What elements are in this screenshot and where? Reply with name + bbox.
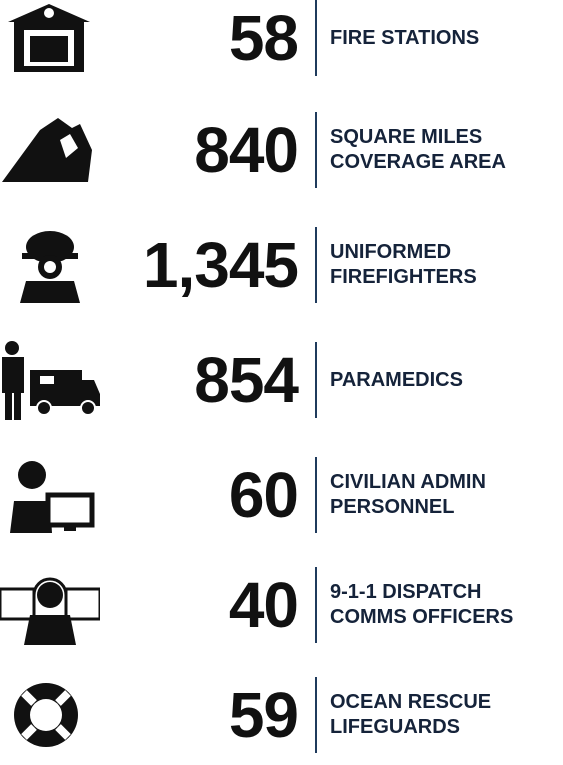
- stat-row: 1,345 UNIFORMED FIREFIGHTERS: [0, 215, 563, 315]
- label-line: 9-1-1 DISPATCH: [330, 581, 482, 603]
- stat-label: UNIFORMED FIREFIGHTERS: [330, 215, 477, 315]
- label-line: UNIFORMED: [330, 241, 452, 263]
- label-line: PERSONNEL: [330, 496, 455, 518]
- icon-box: [0, 455, 100, 535]
- stat-label: PARAMEDICS: [330, 330, 463, 430]
- stat-value: 854: [194, 344, 299, 416]
- icon-box: [0, 565, 102, 645]
- label-line: COMMS OFFICERS: [330, 606, 514, 628]
- icon-box: [0, 0, 100, 78]
- stat-value: 60: [228, 459, 299, 531]
- stat-row: 854 PARAMEDICS: [0, 330, 563, 430]
- stat-label: SQUARE MILES COVERAGE AREA: [330, 100, 506, 200]
- icon-box: [0, 225, 100, 305]
- icon-admin: [10, 461, 95, 533]
- stat-row: 58 FIRE STATIONS: [0, 0, 563, 88]
- icon-lifebuoy: [14, 683, 78, 747]
- icon-paramedic: [2, 341, 100, 420]
- stat-row: 59 OCEAN RESCUE LIFEGUARDS: [0, 665, 563, 765]
- stat-value: 59: [228, 679, 299, 751]
- stat-row: 60 CIVILIAN ADMIN PERSONNEL: [0, 445, 563, 545]
- stat-label: OCEAN RESCUE LIFEGUARDS: [330, 665, 491, 765]
- icon-box: [0, 110, 100, 190]
- divider: [315, 457, 317, 533]
- icon-firefighter: [20, 231, 80, 303]
- divider: [315, 227, 317, 303]
- label-line: PARAMEDICS: [330, 368, 463, 391]
- label-line: LIFEGUARDS: [330, 716, 460, 738]
- divider: [315, 677, 317, 753]
- stat-value: 40: [228, 569, 299, 641]
- label-line: COVERAGE AREA: [330, 151, 506, 173]
- icon-terrain: [2, 118, 92, 182]
- label-line: CIVILIAN ADMIN: [330, 471, 486, 493]
- icon-box: [0, 675, 100, 755]
- stat-label: CIVILIAN ADMIN PERSONNEL: [330, 445, 486, 545]
- icon-station: [8, 4, 90, 72]
- divider: [315, 567, 317, 643]
- icon-dispatch: [0, 577, 102, 645]
- divider: [315, 112, 317, 188]
- divider: [315, 342, 317, 418]
- stat-label: FIRE STATIONS: [330, 0, 479, 88]
- divider: [315, 0, 317, 76]
- label-line: FIREFIGHTERS: [330, 266, 477, 288]
- stat-label: 9-1-1 DISPATCH COMMS OFFICERS: [330, 555, 513, 655]
- label-line: FIRE STATIONS: [330, 26, 480, 49]
- label-line: SQUARE MILES: [330, 126, 483, 148]
- label-line: OCEAN RESCUE: [330, 691, 492, 713]
- stat-value: 1,345: [142, 229, 299, 301]
- stat-value: 58: [228, 2, 299, 74]
- stat-value: 840: [194, 114, 299, 186]
- stat-row: 40 9-1-1 DISPATCH COMMS OFFICERS: [0, 555, 563, 655]
- icon-box: [0, 340, 100, 420]
- stat-row: 840 SQUARE MILES COVERAGE AREA: [0, 100, 563, 200]
